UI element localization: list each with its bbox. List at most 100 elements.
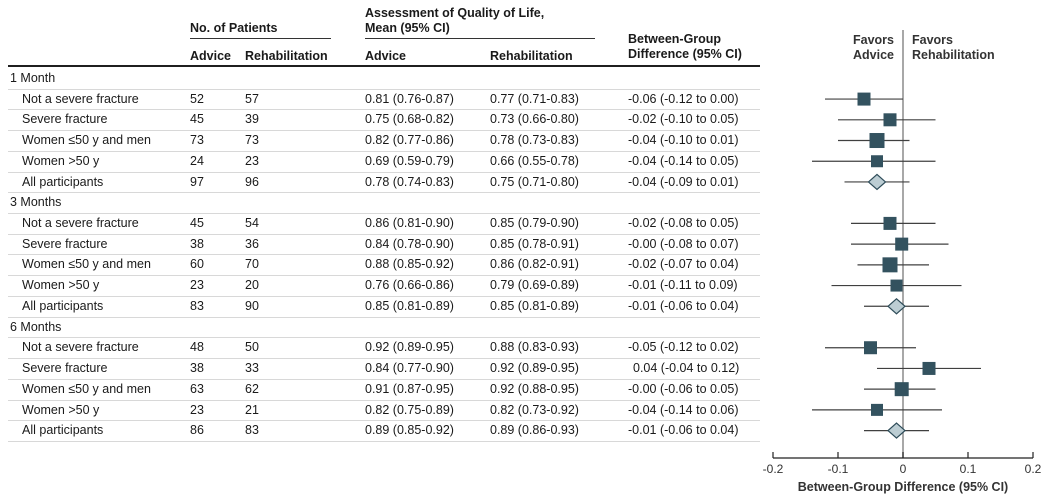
table-row: Severe fracture 38 33 0.84 (0.77-0.90) 0.92 … bbox=[8, 358, 760, 380]
row-label: Women ≤50 y and men bbox=[22, 133, 151, 148]
n-advice-cell: 48 bbox=[190, 340, 204, 355]
row-label: All participants bbox=[22, 298, 104, 313]
row-label: Severe fracture bbox=[22, 361, 108, 376]
tick-label: 0.1 bbox=[960, 462, 977, 476]
qol-advice-cell: 0.89 (0.85-0.92) bbox=[365, 423, 454, 438]
qol-advice-cell: 0.75 (0.68-0.82) bbox=[365, 112, 454, 127]
n-advice-cell: 83 bbox=[190, 298, 204, 313]
subheader-n-rehab: Rehabilitation bbox=[245, 49, 328, 63]
qol-advice-cell: 0.82 (0.77-0.86) bbox=[365, 133, 454, 148]
table-row: Severe fracture 38 36 0.84 (0.78-0.90) 0.85 … bbox=[8, 234, 760, 256]
n-advice-cell: 23 bbox=[190, 402, 204, 417]
subheader-qol-advice: Advice bbox=[365, 49, 406, 63]
diff-cell: -0.05 (-0.12 to 0.02) bbox=[628, 340, 739, 355]
n-advice-cell: 86 bbox=[190, 423, 204, 438]
table-row: Women >50 y 23 20 0.76 (0.66-0.86) 0.79 (0.6… bbox=[8, 275, 760, 297]
estimate-square bbox=[883, 113, 897, 127]
n-rehab-cell: 23 bbox=[245, 153, 259, 168]
subheader-n-advice: Advice bbox=[190, 49, 231, 63]
n-rehab-cell: 57 bbox=[245, 91, 259, 106]
qol-advice-cell: 0.85 (0.81-0.89) bbox=[365, 298, 454, 313]
estimate-square bbox=[871, 403, 883, 416]
n-advice-cell: 38 bbox=[190, 361, 204, 376]
diff-cell: 0.04 (-0.04 to 0.12) bbox=[633, 361, 740, 376]
favors-advice-label: Favors bbox=[853, 33, 894, 47]
qol-advice-cell: 0.69 (0.59-0.79) bbox=[365, 153, 454, 168]
qol-advice-cell: 0.76 (0.66-0.86) bbox=[365, 278, 454, 293]
table-row: Not a severe fracture 52 57 0.81 (0.76-0.87… bbox=[8, 89, 760, 111]
n-rehab-cell: 21 bbox=[245, 402, 259, 417]
diff-cell: -0.00 (-0.08 to 0.07) bbox=[628, 236, 739, 251]
x-axis-title: Between-Group Difference (95% CI) bbox=[798, 480, 1008, 494]
qol-rehab-cell: 0.75 (0.71-0.80) bbox=[490, 174, 579, 189]
section-label: 1 Month bbox=[10, 71, 56, 85]
section-label: 6 Months bbox=[10, 319, 62, 334]
n-advice-cell: 23 bbox=[190, 278, 204, 293]
qol-rehab-cell: 0.85 (0.79-0.90) bbox=[490, 216, 579, 231]
qol-group-underline bbox=[365, 38, 595, 39]
estimate-square bbox=[882, 257, 898, 273]
n-rehab-cell: 96 bbox=[245, 174, 259, 189]
qol-advice-cell: 0.86 (0.81-0.90) bbox=[365, 216, 454, 231]
row-label: Women ≤50 y and men bbox=[22, 381, 151, 396]
tick-label: -0.2 bbox=[763, 462, 784, 476]
n-rehab-cell: 90 bbox=[245, 298, 259, 313]
patients-group-underline bbox=[190, 38, 331, 39]
estimate-square bbox=[894, 382, 909, 397]
estimate-square bbox=[869, 133, 885, 149]
row-label: All participants bbox=[22, 423, 104, 438]
diff-cell: -0.01 (-0.11 to 0.09) bbox=[628, 278, 738, 293]
qol-rehab-cell: 0.92 (0.89-0.95) bbox=[490, 361, 579, 376]
favors-advice-label: Advice bbox=[853, 48, 894, 62]
qol-rehab-cell: 0.85 (0.81-0.89) bbox=[490, 298, 579, 313]
estimate-square bbox=[857, 92, 871, 106]
table-row: All participants 97 96 0.78 (0.74-0.83) 0.75… bbox=[8, 172, 760, 194]
n-advice-cell: 97 bbox=[190, 174, 204, 189]
qol-rehab-cell: 0.85 (0.78-0.91) bbox=[490, 236, 579, 251]
table-header-rule bbox=[8, 65, 760, 67]
estimate-square bbox=[864, 341, 877, 355]
table-row: All participants 86 83 0.89 (0.85-0.92) 0.89… bbox=[8, 420, 760, 442]
diff-cell: -0.06 (-0.12 to 0.00) bbox=[628, 91, 739, 106]
tick-label: -0.1 bbox=[828, 462, 849, 476]
n-advice-cell: 52 bbox=[190, 91, 204, 106]
diff-cell: -0.04 (-0.09 to 0.01) bbox=[628, 174, 739, 189]
diff-cell: -0.04 (-0.14 to 0.05) bbox=[628, 153, 739, 168]
estimate-square bbox=[922, 361, 936, 375]
n-rehab-cell: 62 bbox=[245, 381, 259, 396]
n-rehab-cell: 39 bbox=[245, 112, 259, 127]
estimate-square bbox=[895, 237, 909, 251]
patients-group-header: No. of Patients bbox=[190, 21, 278, 35]
row-label: Not a severe fracture bbox=[22, 340, 139, 355]
estimate-square bbox=[883, 216, 897, 230]
section-header-row: 3 Months bbox=[8, 192, 760, 215]
n-advice-cell: 60 bbox=[190, 257, 204, 272]
tick-label: 0.2 bbox=[1025, 462, 1042, 476]
row-label: All participants bbox=[22, 174, 104, 189]
qol-rehab-cell: 0.79 (0.69-0.89) bbox=[490, 278, 579, 293]
estimate-square bbox=[890, 279, 903, 292]
qol-rehab-cell: 0.77 (0.71-0.83) bbox=[490, 91, 579, 106]
n-rehab-cell: 20 bbox=[245, 278, 259, 293]
row-label: Women ≤50 y and men bbox=[22, 257, 151, 272]
row-label: Severe fracture bbox=[22, 236, 108, 251]
table-row: Women ≤50 y and men 60 70 0.88 (0.85-0.92) 0… bbox=[8, 254, 760, 277]
n-rehab-cell: 54 bbox=[245, 216, 259, 231]
diff-cell: -0.04 (-0.10 to 0.01) bbox=[628, 133, 739, 148]
table-row: Not a severe fracture 48 50 0.92 (0.89-0.95… bbox=[8, 337, 760, 360]
pooled-diamond bbox=[867, 173, 887, 191]
qol-advice-cell: 0.92 (0.89-0.95) bbox=[365, 340, 454, 355]
table-row: Not a severe fracture 45 54 0.86 (0.81-0.90… bbox=[8, 213, 760, 235]
row-label: Not a severe fracture bbox=[22, 91, 139, 106]
n-rehab-cell: 83 bbox=[245, 423, 259, 438]
n-advice-cell: 45 bbox=[190, 216, 204, 231]
n-rehab-cell: 70 bbox=[245, 257, 259, 272]
favors-rehabilitation-label: Rehabilitation bbox=[912, 48, 995, 62]
diff-cell: -0.04 (-0.14 to 0.06) bbox=[628, 402, 739, 417]
row-label: Women >50 y bbox=[22, 153, 100, 168]
n-advice-cell: 73 bbox=[190, 133, 204, 148]
diff-cell: -0.02 (-0.10 to 0.05) bbox=[628, 112, 739, 127]
diff-cell: -0.02 (-0.08 to 0.05) bbox=[628, 216, 739, 231]
table-row: Severe fracture 45 39 0.75 (0.68-0.82) 0.73 … bbox=[8, 109, 760, 132]
